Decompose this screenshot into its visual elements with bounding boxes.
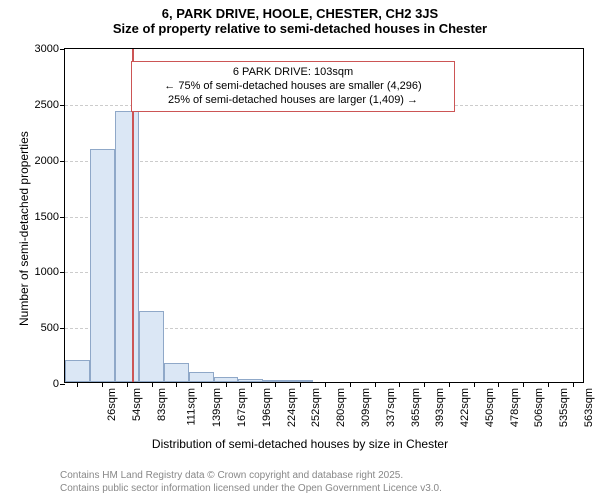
x-tick-label: 535sqm (558, 388, 570, 427)
x-tick-label: 506sqm (533, 388, 545, 427)
x-tick-mark (201, 382, 202, 387)
x-tick-label: 422sqm (459, 388, 471, 427)
x-tick-mark (449, 382, 450, 387)
x-tick-mark (77, 382, 78, 387)
histogram-bar (139, 311, 164, 382)
annotation-line1: 6 PARK DRIVE: 103sqm (138, 66, 448, 80)
y-tick-label: 2000 (35, 155, 65, 167)
x-tick-label: 139sqm (212, 388, 224, 427)
x-tick-label: 450sqm (484, 388, 496, 427)
x-tick-label: 83sqm (156, 388, 168, 421)
histogram-bar (65, 360, 90, 382)
x-tick-label: 280sqm (335, 388, 347, 427)
x-tick-mark (498, 382, 499, 387)
x-tick-label: 26sqm (106, 388, 118, 421)
x-tick-label: 111sqm (185, 388, 197, 426)
footer-line1: Contains HM Land Registry data © Crown c… (60, 469, 442, 482)
x-tick-label: 167sqm (236, 388, 248, 427)
footer-line2: Contains public sector information licen… (60, 482, 442, 495)
x-tick-label: 563sqm (583, 388, 595, 427)
x-tick-label: 196sqm (261, 388, 273, 427)
x-tick-label: 365sqm (410, 388, 422, 427)
y-tick-label: 1000 (35, 266, 65, 278)
x-tick-mark (399, 382, 400, 387)
y-axis-label: Number of semi-detached properties (17, 131, 31, 326)
x-tick-mark (127, 382, 128, 387)
histogram-bar (90, 149, 115, 382)
chart-title-block: 6, PARK DRIVE, HOOLE, CHESTER, CH2 3JS S… (0, 0, 600, 36)
y-tick-label: 2500 (35, 99, 65, 111)
annotation-box: 6 PARK DRIVE: 103sqm← 75% of semi-detach… (131, 61, 455, 112)
chart-footer: Contains HM Land Registry data © Crown c… (60, 469, 442, 495)
x-tick-mark (251, 382, 252, 387)
grid-line (65, 272, 583, 273)
x-tick-mark (102, 382, 103, 387)
x-tick-label: 224sqm (286, 388, 298, 427)
histogram-bar (164, 363, 189, 382)
x-tick-mark (275, 382, 276, 387)
x-tick-mark (424, 382, 425, 387)
x-tick-mark (176, 382, 177, 387)
x-tick-mark (350, 382, 351, 387)
x-tick-mark (523, 382, 524, 387)
y-tick-label: 1500 (35, 211, 65, 223)
histogram-bar (189, 372, 214, 382)
x-tick-mark (300, 382, 301, 387)
x-tick-label: 478sqm (509, 388, 521, 427)
x-tick-label: 393sqm (434, 388, 446, 427)
annotation-line2: ← 75% of semi-detached houses are smalle… (138, 80, 448, 94)
x-tick-label: 337sqm (385, 388, 397, 427)
x-tick-label: 309sqm (360, 388, 372, 427)
chart-title-line2: Size of property relative to semi-detach… (0, 21, 600, 36)
x-tick-mark (573, 382, 574, 387)
y-tick-label: 500 (41, 322, 65, 334)
grid-line (65, 161, 583, 162)
x-tick-label: 252sqm (311, 388, 323, 427)
y-tick-label: 0 (53, 378, 65, 390)
x-tick-mark (548, 382, 549, 387)
x-axis-label: Distribution of semi-detached houses by … (0, 437, 600, 451)
x-tick-label: 54sqm (131, 388, 143, 421)
histogram-chart: 6, PARK DRIVE, HOOLE, CHESTER, CH2 3JS S… (0, 0, 600, 500)
x-tick-mark (152, 382, 153, 387)
plot-area: 05001000150020002500300026sqm54sqm83sqm1… (64, 48, 584, 383)
annotation-line3: 25% of semi-detached houses are larger (… (138, 94, 448, 108)
y-tick-label: 3000 (35, 43, 65, 55)
x-tick-mark (226, 382, 227, 387)
x-tick-mark (325, 382, 326, 387)
grid-line (65, 217, 583, 218)
x-tick-mark (474, 382, 475, 387)
x-tick-mark (375, 382, 376, 387)
histogram-bar (115, 111, 140, 382)
chart-title-line1: 6, PARK DRIVE, HOOLE, CHESTER, CH2 3JS (0, 6, 600, 21)
